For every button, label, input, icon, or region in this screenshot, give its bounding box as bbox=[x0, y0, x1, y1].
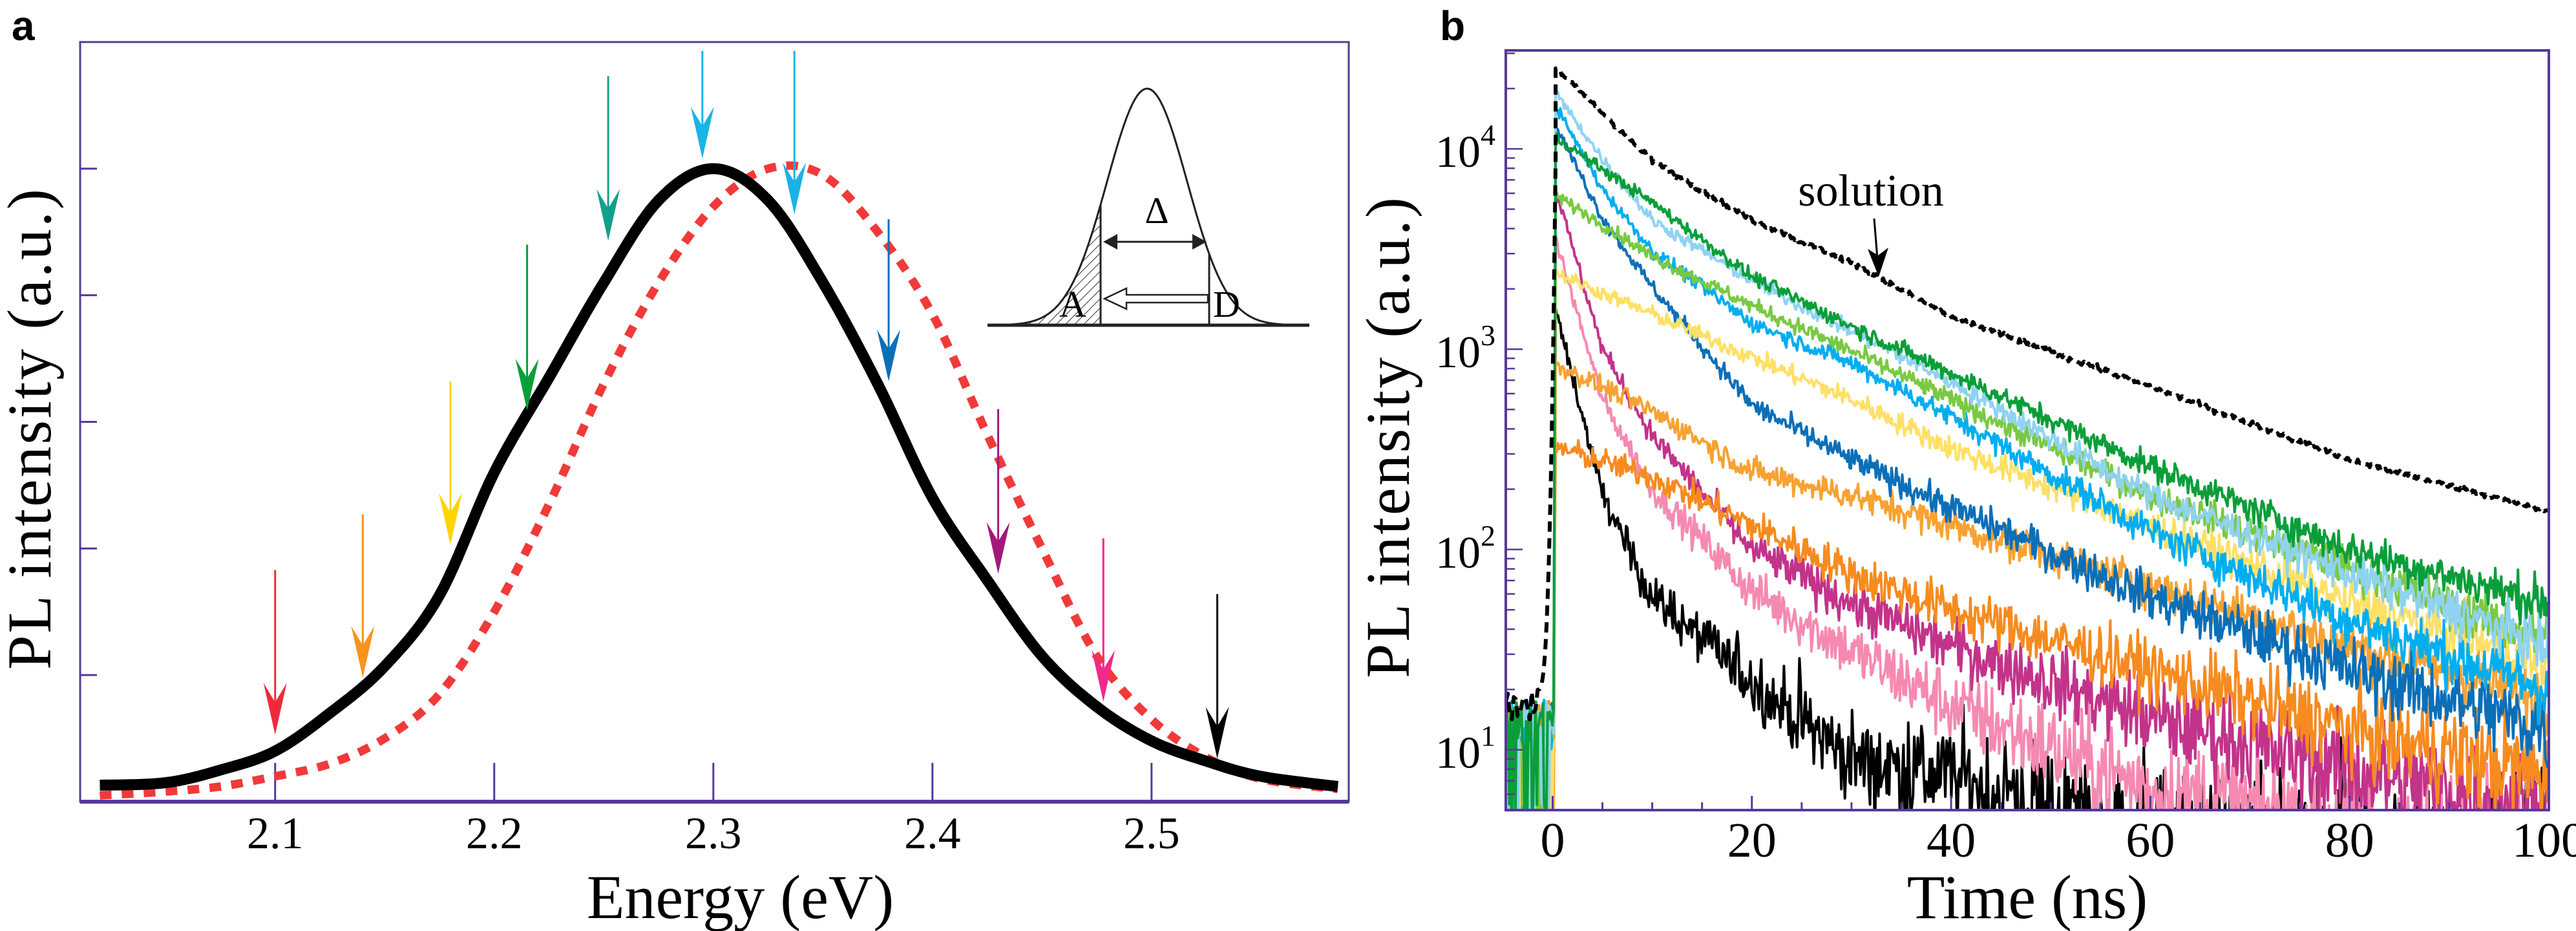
x-tick-label: 60 bbox=[2126, 813, 2175, 868]
series-line-dark-orange bbox=[1506, 439, 2549, 810]
arrowhead-icon bbox=[690, 107, 714, 159]
energy-arrow bbox=[783, 50, 807, 215]
panel-a-label: a bbox=[12, 3, 35, 49]
decay-curves bbox=[1506, 66, 2549, 810]
energy-arrow bbox=[438, 381, 462, 545]
panel-a-plot: 2.1 2.2 2.3 2.4 2.5 Energy (eV) PL intensity (… bbox=[0, 41, 1350, 931]
inset-delta-label: Δ bbox=[1145, 189, 1168, 231]
series-line-dark-green bbox=[1506, 132, 2549, 810]
arrowhead-icon bbox=[438, 493, 462, 545]
energy-arrow bbox=[690, 50, 714, 159]
energy-arrow bbox=[1205, 594, 1229, 759]
y-tick-base: 10 bbox=[1435, 328, 1481, 378]
series-line-solution bbox=[99, 161, 1338, 800]
arrowhead-icon bbox=[263, 683, 287, 735]
x-tick-label: 2.2 bbox=[466, 809, 523, 859]
x-tick-label: 20 bbox=[1727, 813, 1777, 868]
y-tick-base: 10 bbox=[1435, 729, 1481, 778]
energy-arrow bbox=[596, 76, 620, 241]
y-tick-base: 10 bbox=[1435, 528, 1481, 578]
y-tick-label: 103 bbox=[1435, 319, 1495, 378]
y-tick-exponent: 2 bbox=[1481, 519, 1495, 552]
x-tick-label: 2.1 bbox=[247, 809, 304, 859]
x-tick-label: 100 bbox=[2512, 813, 2576, 868]
y-axis-label: PL intensity (a.u.) bbox=[0, 187, 64, 670]
y-tick-label: 104 bbox=[1435, 118, 1495, 177]
annotation-arrowhead-icon bbox=[1868, 248, 1888, 277]
transfer-arrow-icon bbox=[1103, 287, 1209, 310]
arrowhead-icon bbox=[1205, 707, 1229, 759]
x-tick-label: 2.3 bbox=[685, 809, 742, 859]
series-line-yellow bbox=[1506, 269, 2549, 810]
arrowhead-icon bbox=[596, 189, 620, 241]
x-tick-label: 80 bbox=[2325, 813, 2374, 868]
series-line-light-blue bbox=[1506, 91, 2549, 810]
series-line-pink bbox=[1506, 237, 2539, 810]
energy-arrow bbox=[351, 514, 375, 678]
y-tick-exponent: 3 bbox=[1481, 319, 1495, 352]
y-tick-label: 101 bbox=[1435, 720, 1495, 778]
annotation-arrow-shaft bbox=[1873, 218, 1879, 259]
gaussian-curve bbox=[987, 87, 1309, 326]
energy-arrow bbox=[515, 244, 539, 411]
arrowhead-icon bbox=[351, 626, 375, 678]
energy-arrow bbox=[877, 219, 901, 381]
solution-annotation: solution bbox=[1798, 166, 1944, 216]
inset-donor-label: D bbox=[1213, 283, 1240, 325]
y-tick-base: 10 bbox=[1435, 127, 1481, 177]
x-tick-label: 2.4 bbox=[904, 809, 961, 859]
energy-arrow bbox=[986, 409, 1010, 574]
y-tick-label: 102 bbox=[1435, 519, 1495, 578]
plot-frame bbox=[1504, 49, 2550, 811]
y-tick-exponent: 1 bbox=[1481, 720, 1495, 753]
energy-arrow bbox=[263, 570, 287, 735]
plot-frame bbox=[79, 41, 1350, 803]
y-axis-label: PL intensity (a.u.) bbox=[1353, 195, 1422, 678]
x-axis-label: Energy (eV) bbox=[587, 862, 894, 931]
x-tick-label: 0 bbox=[1540, 813, 1565, 868]
arrowhead-icon bbox=[1092, 650, 1115, 702]
arrowhead-icon bbox=[877, 329, 901, 381]
inset-acceptor-label: A bbox=[1059, 283, 1086, 325]
panel-b-label: b bbox=[1440, 3, 1465, 49]
series-line-film bbox=[98, 163, 1340, 792]
hatched-area bbox=[987, 204, 1101, 325]
x-axis-label: Time (ns) bbox=[1907, 862, 2148, 931]
energy-arrow bbox=[1092, 538, 1115, 702]
arrowhead-icon bbox=[783, 162, 807, 215]
y-tick-exponent: 4 bbox=[1481, 118, 1495, 151]
x-tick-label: 2.5 bbox=[1123, 809, 1180, 859]
series-line-orange bbox=[1506, 361, 2549, 810]
arrowhead-icon bbox=[515, 358, 539, 411]
arrowhead-icon bbox=[986, 522, 1010, 574]
inset-diagram: Δ A D bbox=[987, 87, 1309, 327]
series-line-solution bbox=[1506, 66, 2549, 722]
x-tick-label: 40 bbox=[1927, 813, 1976, 868]
